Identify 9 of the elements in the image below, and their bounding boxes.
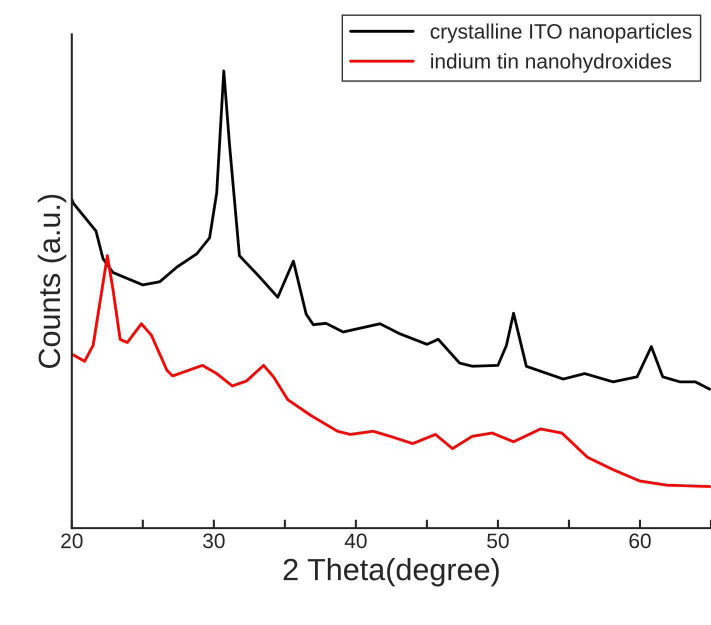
legend-label: crystalline ITO nanoparticles: [430, 24, 692, 43]
x-tick-label: 30: [203, 534, 225, 548]
x-tick-label: 20: [61, 534, 83, 548]
legend-label: indium tin nanohydroxides: [431, 53, 672, 73]
x-tick-label: 50: [487, 534, 509, 548]
x-tick-label: 60: [629, 534, 651, 548]
x-axis-title: 2 Theta(degree): [284, 558, 499, 586]
x-tick-label: 40: [344, 534, 367, 548]
y-axis-title: Counts (a.u.): [38, 194, 66, 368]
